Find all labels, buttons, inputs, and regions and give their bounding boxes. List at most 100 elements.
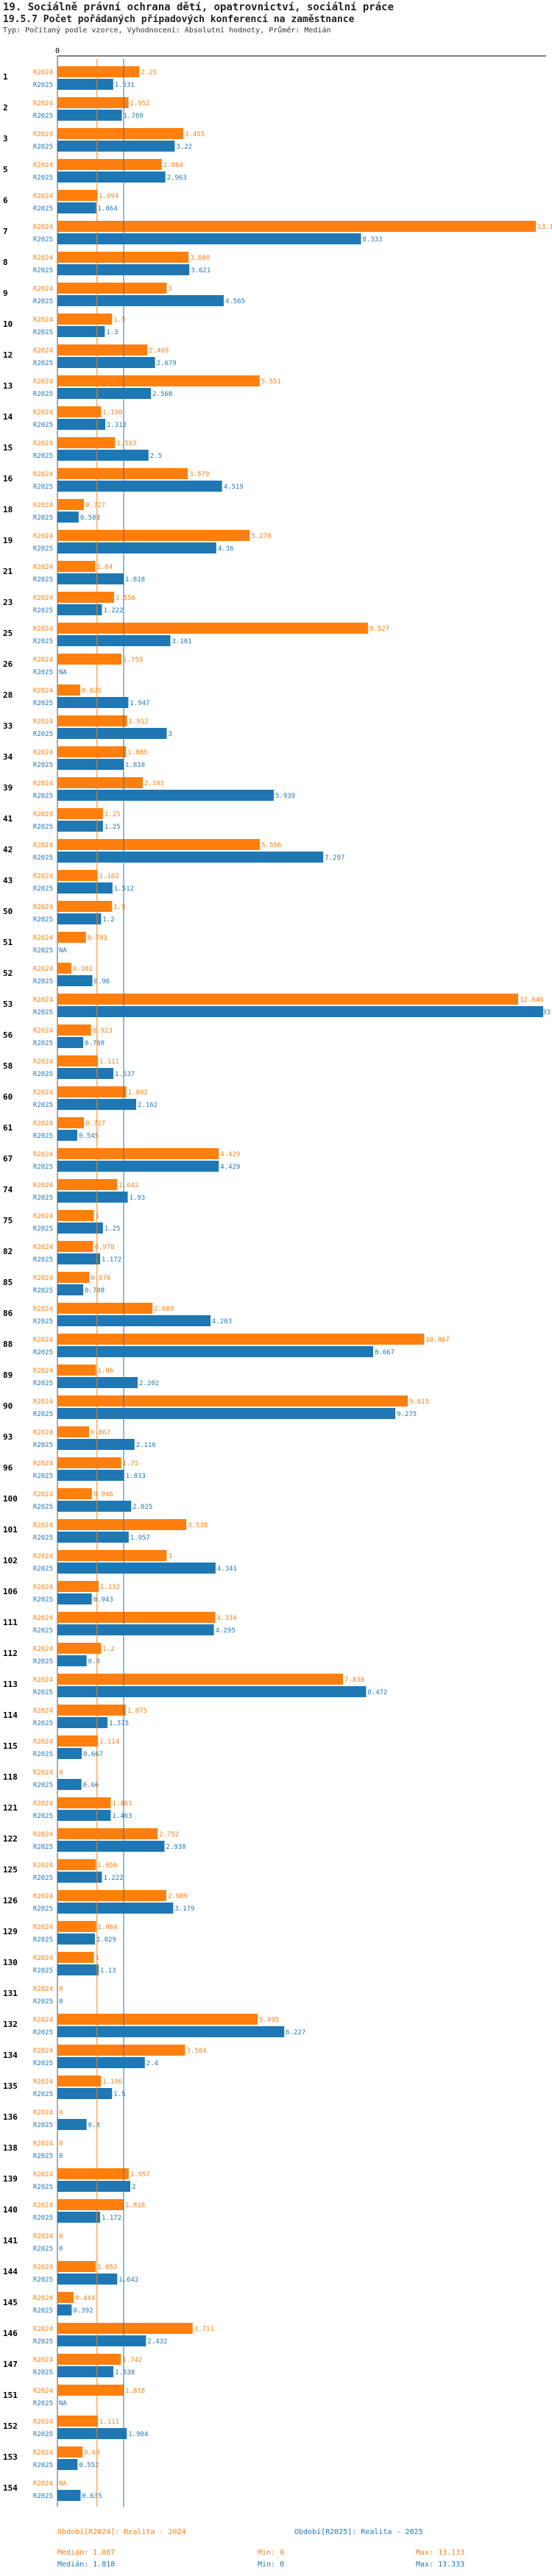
series-tag-2025: R2025 [33,1906,53,1913]
value-label-2024-row-15: 1.583 [116,440,136,447]
row-label-125: 125 [3,1865,18,1875]
row-label-89: 89 [3,1370,13,1380]
series-tag-2025: R2025 [33,2493,53,2500]
series-tag-2025: R2025 [33,2431,53,2438]
value-label-2024-row-101: 3.538 [188,1522,208,1529]
bar-2025-row-16 [57,481,222,492]
value-label-2025-row-10: 1.3 [106,329,118,336]
row-label-82: 82 [3,1247,13,1256]
series-tag-2025: R2025 [33,1565,53,1573]
row-label-113: 113 [3,1680,18,1689]
value-label-2024-row-52: 0.381 [73,966,93,973]
series-tag-2025: R2025 [33,298,53,305]
value-label-2024-row-132: 5.495 [259,2017,279,2024]
series-tag-2024: R2024 [33,1893,53,1900]
series-tag-2024: R2024 [33,1058,53,1066]
value-label-2024-row-151: 1.818 [125,2388,145,2395]
series-tag-2024: R2024 [33,1584,53,1591]
series-tag-2025: R2025 [33,545,53,553]
row-label-153: 153 [3,2452,18,2462]
bar-2025-row-118 [57,1779,82,1790]
bar-2025-row-121 [57,1810,111,1821]
value-label-2024-row-16: 3.579 [189,471,209,478]
bar-2025-row-88 [57,1346,374,1357]
series-tag-2024: R2024 [33,1738,53,1746]
series-tag-2025: R2025 [33,1967,53,1975]
value-label-2024-row-154: NA [59,2480,67,2488]
row-label-115: 115 [3,1741,18,1751]
value-label-2025-row-151: NA [59,2400,67,2407]
row-label-60: 60 [3,1092,13,1102]
series-tag-2025: R2025 [33,236,53,244]
series-tag-2024: R2024 [33,131,53,138]
series-tag-2024: R2024 [33,1986,53,1993]
bar-2024-row-88 [57,1334,425,1345]
series-tag-2025: R2025 [33,174,53,182]
value-label-2024-row-9: 3 [169,286,172,293]
row-label-90: 90 [3,1401,13,1411]
row-label-9: 9 [3,289,8,298]
bar-2025-row-154 [57,2490,81,2501]
bar-2024-row-28 [57,684,80,696]
value-label-2025-row-111: 4.295 [216,1627,236,1635]
bar-2024-row-13 [57,375,260,386]
value-label-2025-row-82: 1.172 [102,1256,121,1264]
value-label-2025-row-50: 1.2 [102,916,114,924]
value-label-2025-row-67: 4.429 [220,1164,240,1171]
series-tag-2024: R2024 [33,1831,53,1839]
row-label-39: 39 [3,783,13,793]
bar-2024-row-121 [57,1797,111,1808]
value-label-2024-row-115: 1.114 [99,1738,119,1746]
series-tag-2025: R2025 [33,1813,53,1820]
value-label-2025-row-53: 13.333 [526,1009,551,1016]
series-tag-2025: R2025 [33,2338,53,2346]
row-label-114: 114 [3,1710,18,1720]
series-tag-2025: R2025 [33,144,53,151]
series-tag-2024: R2024 [33,780,53,788]
value-label-2025-row-15: 2.5 [150,453,162,460]
series-tag-2024: R2024 [33,1924,53,1931]
row-label-19: 19 [3,536,13,545]
series-tag-2025: R2025 [33,1875,53,1882]
row-label-13: 13 [3,381,13,391]
value-label-2025-row-100: 2.025 [132,1504,152,1511]
series-tag-2024: R2024 [33,409,53,417]
bar-2025-row-23 [57,604,102,615]
bar-2025-row-132 [57,2026,285,2037]
bar-2025-row-53 [57,1006,543,1017]
value-label-2024-row-10: 1.5 [113,316,125,324]
value-label-2025-row-7: 8.333 [362,236,382,244]
row-label-3: 3 [3,134,8,144]
bar-2025-row-58 [57,1068,114,1079]
row-label-152: 152 [3,2421,18,2431]
bar-2024-row-146 [57,2323,193,2334]
bar-2024-row-112 [57,1643,102,1654]
row-label-93: 93 [3,1432,13,1442]
value-label-2024-row-58: 1.111 [99,1058,119,1066]
bar-2025-row-113 [57,1686,367,1697]
bar-2025-row-101 [57,1532,129,1543]
value-label-2025-row-13: 2.568 [152,391,172,398]
row-label-96: 96 [3,1463,13,1473]
value-label-2024-row-93: 0.867 [91,1429,110,1437]
value-label-2025-row-52: 0.96 [94,978,110,986]
series-tag-2024: R2024 [33,2357,53,2364]
bar-2025-row-112 [57,1655,87,1666]
bar-2025-row-102 [57,1563,216,1574]
value-label-2025-row-88: 8.667 [375,1349,394,1356]
bar-2024-row-102 [57,1550,167,1561]
bar-2024-row-58 [57,1055,98,1066]
value-label-2025-row-60: 2.162 [138,1102,158,1109]
bar-2025-row-122 [57,1841,165,1852]
bar-2025-row-1 [57,79,113,90]
bar-2024-row-90 [57,1395,408,1406]
value-label-2024-row-118: 0 [59,1769,63,1777]
bar-2024-row-75 [57,1210,94,1221]
row-label-15: 15 [3,443,13,453]
row-label-139: 139 [3,2174,18,2184]
bar-2025-row-21 [57,573,124,584]
value-label-2024-row-39: 2.343 [144,780,164,788]
series-tag-2025: R2025 [33,360,53,367]
series-tag-2025: R2025 [33,1225,53,1233]
series-tag-2024: R2024 [33,2078,53,2086]
